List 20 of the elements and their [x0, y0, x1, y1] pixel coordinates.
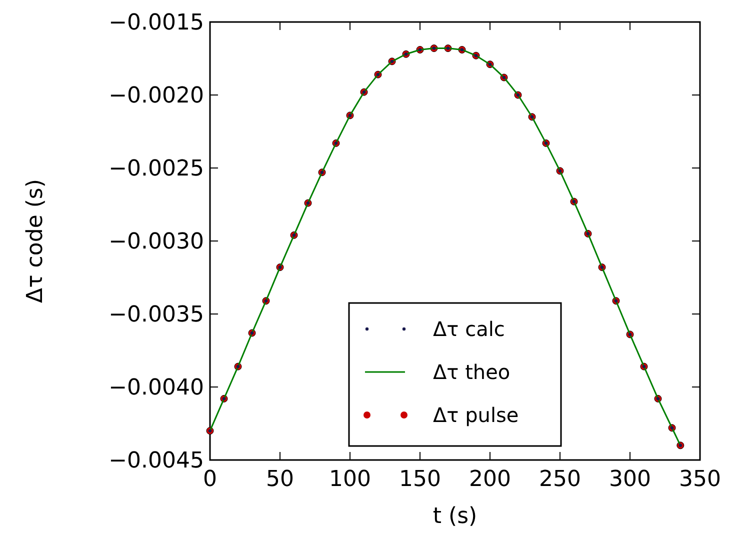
y-axis-title: Δτ code (s) — [23, 179, 48, 303]
y-tick-label: −0.0040 — [108, 376, 204, 401]
y-tick-label: −0.0025 — [108, 156, 204, 182]
y-tick-label: −0.0030 — [108, 230, 204, 255]
x-tick-label: 300 — [609, 467, 651, 492]
x-tick-label: 50 — [266, 467, 294, 492]
x-tick-label: 100 — [329, 467, 371, 492]
legend-label: Δτ theo — [433, 360, 510, 384]
y-tick-label: −0.0020 — [108, 84, 204, 109]
x-tick-label: 0 — [203, 467, 217, 492]
y-tick-label: −0.0045 — [108, 448, 204, 474]
x-axis-title: t (s) — [432, 504, 478, 529]
legend-label: Δτ pulse — [433, 403, 519, 427]
legend-label: Δτ calc — [433, 317, 505, 341]
x-tick-label: 250 — [539, 467, 581, 492]
y-tick-label: −0.0015 — [108, 10, 204, 36]
x-tick-label: 350 — [679, 467, 721, 492]
x-tick-label: 150 — [399, 467, 441, 492]
x-tick-label: 200 — [469, 467, 511, 492]
y-tick-label: −0.0035 — [108, 302, 204, 328]
